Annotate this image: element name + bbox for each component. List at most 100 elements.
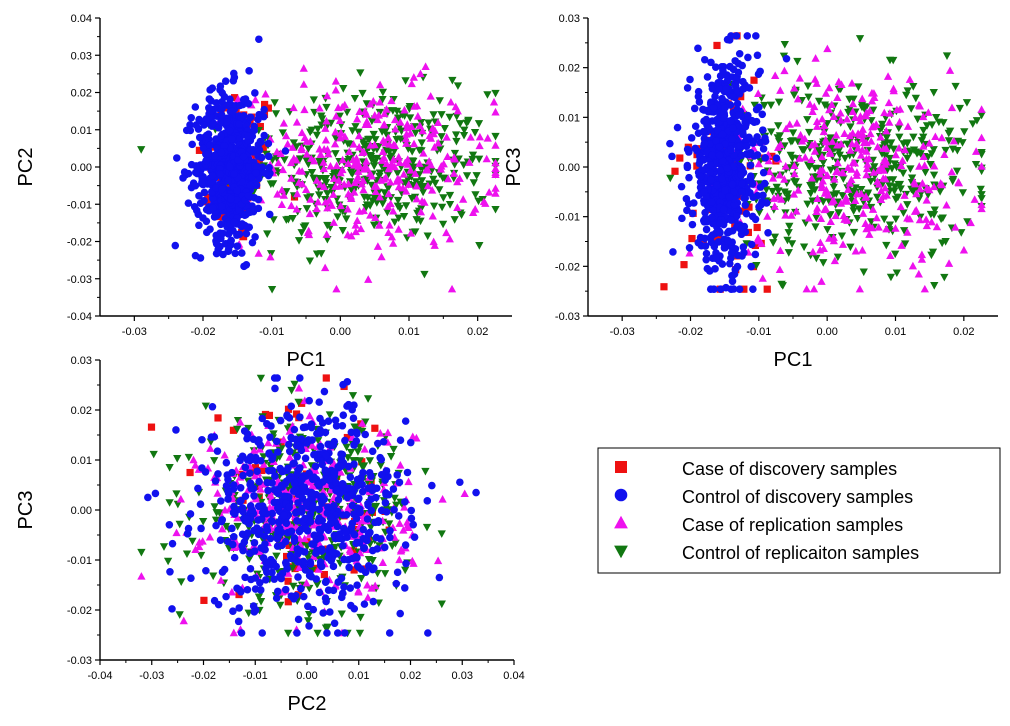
data-point xyxy=(787,240,797,248)
data-point xyxy=(306,510,315,518)
data-point xyxy=(711,265,719,273)
data-point xyxy=(341,527,350,536)
data-point xyxy=(365,152,374,160)
data-point xyxy=(747,262,756,271)
data-point xyxy=(790,83,799,92)
data-point xyxy=(297,128,307,137)
data-point xyxy=(243,529,252,537)
data-point xyxy=(309,96,318,104)
data-point xyxy=(230,170,238,178)
data-point xyxy=(206,444,215,452)
data-point xyxy=(944,129,953,138)
data-point xyxy=(144,493,152,502)
data-point xyxy=(454,155,463,164)
data-point xyxy=(265,210,274,219)
data-point xyxy=(853,215,862,223)
data-point xyxy=(172,426,180,434)
legend-marker-triangle-up xyxy=(614,515,628,529)
data-point xyxy=(475,132,485,141)
x-tick-label: -0.02 xyxy=(678,326,703,338)
data-point xyxy=(719,205,728,214)
data-point xyxy=(306,195,315,203)
data-point xyxy=(321,594,330,602)
data-point xyxy=(282,519,291,528)
data-point xyxy=(811,164,820,173)
data-point xyxy=(220,92,229,101)
data-point xyxy=(918,179,927,187)
data-point xyxy=(711,63,720,71)
data-point xyxy=(223,101,232,109)
data-point xyxy=(873,193,882,202)
data-point xyxy=(137,572,146,580)
data-point xyxy=(294,573,302,581)
data-point xyxy=(932,222,942,231)
data-point xyxy=(696,233,705,242)
data-point xyxy=(951,223,960,231)
data-point xyxy=(430,143,439,151)
data-point xyxy=(338,480,347,488)
data-point xyxy=(753,133,761,141)
data-point xyxy=(349,140,358,148)
data-point xyxy=(748,116,756,125)
data-point xyxy=(892,269,901,278)
data-point xyxy=(313,629,322,638)
data-point xyxy=(331,85,341,94)
data-point xyxy=(245,555,254,564)
data-point xyxy=(210,151,219,160)
data-point xyxy=(722,85,730,94)
data-point xyxy=(302,524,310,533)
y-tick-label: 0.02 xyxy=(559,63,580,75)
data-point xyxy=(395,175,404,184)
data-point xyxy=(863,160,872,168)
data-point xyxy=(265,163,273,172)
data-point xyxy=(898,156,907,164)
data-point xyxy=(386,526,394,535)
data-point xyxy=(260,169,269,177)
data-point xyxy=(280,486,290,494)
data-point xyxy=(237,629,246,637)
data-point xyxy=(400,112,409,120)
data-point xyxy=(393,568,402,577)
data-point xyxy=(255,35,263,44)
data-point xyxy=(902,91,911,100)
data-point xyxy=(418,188,428,197)
data-point xyxy=(452,112,461,121)
data-point xyxy=(735,285,744,293)
data-point xyxy=(683,206,691,215)
data-point xyxy=(241,492,250,501)
data-point xyxy=(468,151,478,160)
data-point xyxy=(338,207,347,216)
data-point xyxy=(236,484,245,492)
data-point xyxy=(866,129,875,138)
data-point xyxy=(850,158,859,167)
x-tick-label: -0.02 xyxy=(191,670,216,682)
data-point xyxy=(389,140,398,149)
data-point xyxy=(881,183,890,192)
data-point xyxy=(281,585,290,594)
data-point xyxy=(324,149,333,158)
data-point xyxy=(411,178,420,186)
data-point xyxy=(818,114,827,123)
data-point xyxy=(407,195,417,203)
data-point xyxy=(384,170,393,179)
data-point xyxy=(977,191,986,199)
data-point xyxy=(350,460,358,468)
data-point xyxy=(255,477,263,486)
data-point xyxy=(379,437,388,446)
data-point xyxy=(285,447,294,456)
data-point xyxy=(210,457,219,465)
data-point xyxy=(238,542,246,550)
data-point xyxy=(259,145,267,153)
data-point xyxy=(437,600,446,609)
data-point xyxy=(413,112,423,120)
data-point xyxy=(703,73,712,81)
data-point xyxy=(403,521,412,529)
data-point xyxy=(236,418,245,426)
data-point xyxy=(709,103,718,112)
data-point xyxy=(346,448,356,457)
data-point xyxy=(297,145,306,154)
data-point xyxy=(869,168,878,176)
data-point xyxy=(807,140,817,149)
data-point xyxy=(812,176,822,184)
data-point xyxy=(348,519,357,528)
